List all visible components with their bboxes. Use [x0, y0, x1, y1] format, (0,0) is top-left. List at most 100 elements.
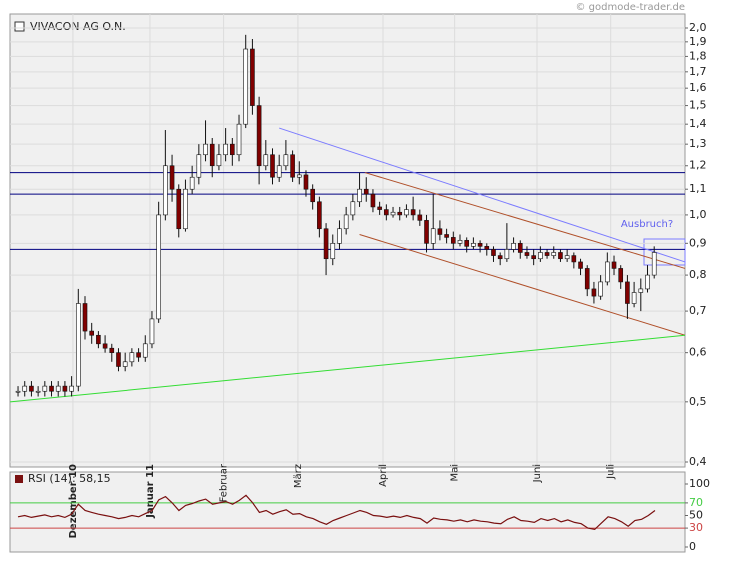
y-tick-label: 0,5: [689, 395, 707, 408]
annotation: Ausbruch?: [621, 219, 673, 230]
trend-line: [359, 234, 686, 336]
y-tick-label: 100: [689, 477, 710, 490]
candle-body: [216, 154, 222, 167]
candle-body: [444, 234, 449, 238]
candle-body: [256, 105, 262, 167]
candle-body: [169, 165, 175, 190]
candle-body: [370, 193, 376, 208]
candle-body: [464, 240, 470, 247]
x-tick-label: Juni: [532, 464, 543, 483]
x-tick-label: Dezember 10: [68, 464, 79, 538]
candle-body: [163, 165, 168, 216]
y-tick-label: 2,0: [689, 21, 707, 34]
candle-body: [263, 154, 269, 167]
rsi-legend-box: [15, 475, 23, 483]
rsi-panel: [9, 471, 686, 553]
candle-body: [410, 209, 416, 216]
annotation-box: [643, 238, 686, 266]
candle-body: [337, 228, 342, 244]
y-tick-label: 1,1: [689, 182, 707, 195]
y-tick-label: 1,6: [689, 81, 707, 94]
candle-body: [62, 385, 68, 392]
candle-body: [651, 252, 657, 276]
candle-body: [544, 252, 550, 256]
x-tick-label: Mai: [450, 464, 461, 482]
candle-body: [243, 48, 249, 125]
candle-body: [96, 334, 101, 345]
candle-body: [310, 188, 315, 203]
candle-body: [491, 249, 496, 256]
price-panel: [9, 13, 686, 468]
candle-body: [618, 268, 624, 283]
candle-body: [430, 228, 436, 244]
candle-body: [109, 347, 115, 353]
candle-body: [584, 268, 590, 290]
candle-body: [149, 318, 155, 345]
y-tick-label: 50: [689, 509, 703, 522]
candle-body: [377, 206, 382, 210]
candle-body: [551, 252, 557, 256]
candle-body: [484, 246, 490, 250]
candle-body: [457, 240, 463, 244]
candle-body: [564, 255, 570, 260]
candle-body: [625, 281, 630, 304]
candle-body: [29, 385, 34, 392]
candle-body: [15, 390, 21, 393]
watermark: © godmode-trader.de: [576, 2, 686, 13]
candle-body: [69, 385, 74, 392]
candle-body: [89, 330, 95, 336]
candle-body: [517, 243, 523, 253]
candle-body: [404, 209, 409, 216]
candle-body: [450, 237, 456, 244]
candle-body: [605, 261, 610, 283]
x-tick-label: Juli: [606, 464, 617, 480]
candle-body: [424, 220, 429, 244]
y-tick-label: 70: [689, 496, 703, 509]
candle-body: [591, 288, 597, 297]
candle-body: [497, 255, 503, 260]
candle-body: [511, 243, 516, 250]
candle-body: [303, 174, 309, 190]
candle-body: [283, 154, 289, 167]
candle-body: [598, 281, 603, 297]
y-tick-label: 0,7: [689, 304, 707, 317]
candle-body: [203, 143, 208, 156]
trend-line: [279, 127, 686, 263]
candle-body: [524, 252, 530, 256]
candle-body: [142, 343, 148, 358]
candle-body: [183, 188, 188, 230]
y-tick-label: 1,2: [689, 159, 707, 172]
candle-body: [290, 154, 295, 178]
candle-body: [82, 303, 88, 332]
candle-body: [55, 385, 61, 392]
candle-body: [136, 352, 141, 358]
candle-body: [270, 154, 275, 178]
y-tick-label: 0,6: [689, 346, 707, 359]
candle-body: [417, 214, 423, 221]
y-tick-label: 30: [689, 521, 703, 534]
candle-body: [156, 214, 161, 320]
candle-body: [350, 201, 356, 216]
candle-body: [330, 243, 336, 260]
candle-body: [35, 390, 41, 393]
candle-body: [49, 385, 54, 392]
candle-body: [397, 211, 403, 216]
candle-body: [504, 249, 510, 260]
candle-body: [250, 48, 255, 106]
candle-body: [538, 252, 543, 260]
candle-body: [357, 188, 362, 203]
y-tick-label: 1,0: [689, 208, 707, 221]
candle-body: [230, 143, 235, 156]
candle-body: [558, 252, 563, 260]
rsi-line: [17, 494, 656, 531]
y-tick-label: 1,3: [689, 137, 707, 150]
trend-line: [9, 334, 686, 403]
x-tick-label: März: [293, 464, 304, 488]
candle-body: [223, 143, 228, 156]
candle-body: [363, 188, 369, 195]
y-tick-label: 1,4: [689, 117, 707, 130]
candle-body: [571, 255, 577, 263]
candle-body: [578, 261, 583, 269]
candle-body: [276, 165, 282, 178]
candle-body: [129, 352, 135, 363]
